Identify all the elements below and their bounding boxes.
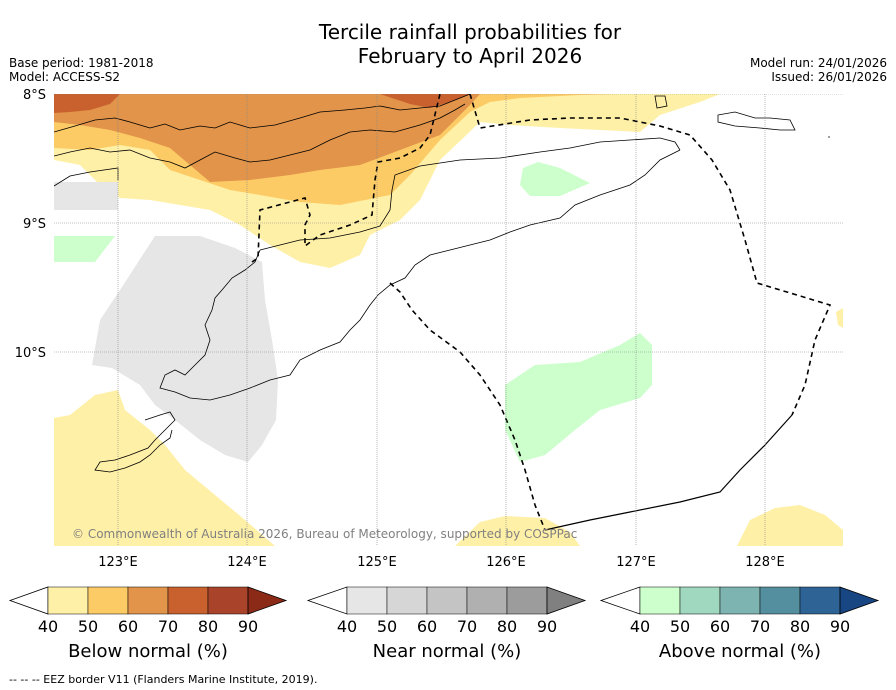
above-normal-green-3 [505, 333, 652, 462]
below-normal-swatch [207, 586, 249, 615]
near-normal-tick-label: 50 [377, 617, 397, 636]
lon-label-125e: 125°E [357, 555, 397, 570]
below-normal-swatch [47, 586, 89, 615]
lon-label-128e: 128°E [745, 555, 785, 570]
below-normal-swatch [127, 586, 169, 615]
near-normal-tick-label: 80 [497, 617, 517, 636]
below-normal-tick-label: 60 [118, 617, 138, 636]
below-normal-40-50-southwest [54, 390, 275, 546]
lon-label-127e: 127°E [616, 555, 656, 570]
near-normal-grey-west [54, 182, 118, 210]
colorbars: 40 50 60 70 80 90 Below normal (%) 40 50 60 70 80 90… [8, 586, 880, 662]
near-normal-colorbar: 40 50 60 70 80 90 Near normal (%) [306, 586, 587, 662]
map-title-line1: Tercile rainfall probabilities for [318, 20, 622, 44]
coastline-timor-south [159, 149, 681, 401]
near-normal-over-arrow [546, 586, 587, 615]
below-normal-label: Below normal (%) [68, 641, 228, 662]
below-normal-colorbar: 40 50 60 70 80 90 Below normal (%) [8, 586, 288, 662]
model-run-date: Model run: 24/01/2026 [749, 56, 887, 70]
base-period: Base period: 1981-2018 [9, 56, 154, 70]
above-normal-tick-label: 60 [710, 617, 730, 636]
above-normal-green-2 [54, 236, 115, 262]
gridlines [54, 94, 843, 546]
near-normal-tick-label: 90 [537, 617, 557, 636]
below-normal-tick-label: 70 [158, 617, 178, 636]
above-normal-swatch [679, 586, 721, 615]
above-normal-colorbar: 40 50 60 70 80 90 Above normal (%) [599, 586, 880, 662]
copyright-notice: © Commonwealth of Australia 2026, Bureau… [72, 527, 577, 541]
above-normal-tick-label: 40 [630, 617, 650, 636]
below-normal-tick-label: 80 [198, 617, 218, 636]
near-normal-under-arrow [306, 586, 348, 615]
below-normal-tick-label: 50 [78, 617, 98, 636]
map-area [54, 94, 843, 546]
near-normal-swatch [466, 586, 508, 615]
above-normal-tick-label: 80 [790, 617, 810, 636]
lat-label-8s: 8°S [23, 88, 46, 103]
coastline-north-islands-south [54, 103, 466, 169]
near-normal-tick-label: 70 [457, 617, 477, 636]
above-normal-swatch [639, 586, 681, 615]
below-normal-under-arrow [8, 586, 49, 615]
near-normal-swatch [386, 586, 428, 615]
above-normal-tick-label: 70 [750, 617, 770, 636]
eez-footer-note: -- -- -- EEZ border V11 (Flanders Marine… [9, 673, 317, 686]
coastline-rote [94, 411, 176, 473]
lon-label-124e: 124°E [227, 555, 267, 570]
below-normal-tick-label: 40 [38, 617, 58, 636]
lat-label-10s: 10°S [15, 346, 46, 361]
above-normal-label: Above normal (%) [659, 641, 821, 662]
near-normal-label: Near normal (%) [373, 641, 522, 662]
eez-border-solid [544, 414, 793, 531]
below-normal-tick-label: 90 [238, 617, 258, 636]
above-normal-swatch [719, 586, 761, 615]
below-normal-70-80-b [380, 94, 470, 108]
below-normal-40-50-southeast [737, 505, 843, 546]
below-normal-40-50-south [455, 516, 580, 546]
below-normal-over-arrow [247, 586, 288, 615]
coastline-north-islands [54, 94, 471, 133]
above-normal-tick-label: 50 [670, 617, 690, 636]
near-normal-tick-label: 40 [337, 617, 357, 636]
above-normal-swatch [799, 586, 841, 615]
model-name: Model: ACCESS-S2 [9, 70, 121, 84]
lat-label-9s: 9°S [23, 217, 46, 232]
below-normal-swatch [87, 586, 129, 615]
near-normal-tick-label: 60 [417, 617, 437, 636]
lon-label-126e: 126°E [486, 555, 526, 570]
lon-label-123e: 123°E [98, 555, 138, 570]
above-normal-tick-label: 90 [830, 617, 850, 636]
above-normal-swatch [759, 586, 801, 615]
below-normal-70-80-a [54, 94, 120, 113]
below-normal-swatch [167, 586, 209, 615]
near-normal-swatch [506, 586, 548, 615]
near-normal-grey-main [92, 236, 278, 462]
below-normal-60-70 [54, 94, 480, 182]
below-normal-40-50-east [836, 308, 843, 328]
above-normal-green-1 [520, 162, 590, 196]
eez-border [251, 94, 832, 531]
map-title-line2: February to April 2026 [357, 44, 583, 68]
above-normal-under-arrow [599, 586, 641, 615]
near-normal-swatch [346, 586, 388, 615]
near-normal-swatch [426, 586, 468, 615]
coastline-islets-east [654, 95, 830, 138]
issued-date: Issued: 26/01/2026 [771, 70, 887, 84]
above-normal-over-arrow [839, 586, 880, 615]
